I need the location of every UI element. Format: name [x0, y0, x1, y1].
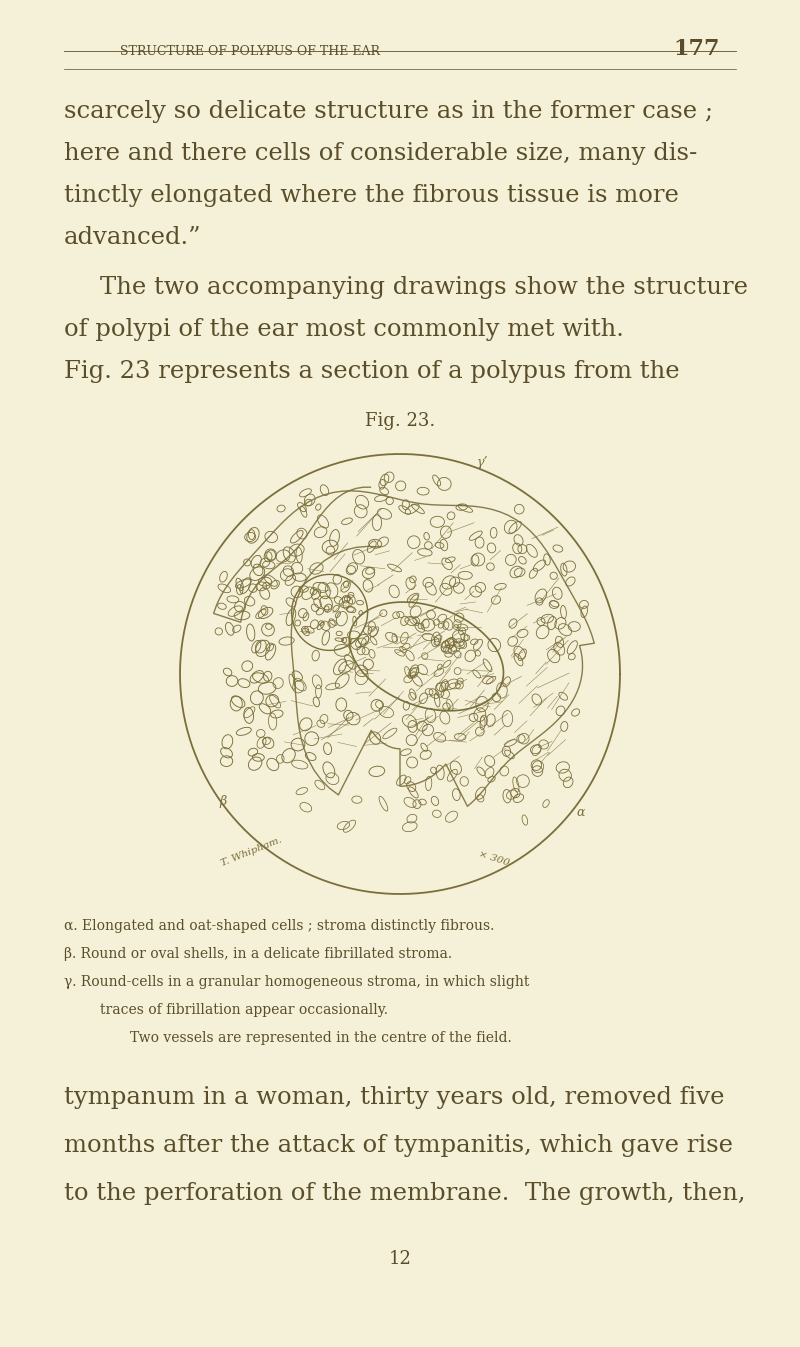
Text: Fig. 23 represents a section of a polypus from the: Fig. 23 represents a section of a polypu… [64, 360, 680, 383]
Text: α. Elongated and oat-shaped cells ; stroma distinctly fibrous.: α. Elongated and oat-shaped cells ; stro… [64, 919, 494, 933]
Text: scarcely so delicate structure as in the former case ;: scarcely so delicate structure as in the… [64, 100, 713, 123]
Text: 12: 12 [389, 1250, 411, 1268]
Text: to the perforation of the membrane.  The growth, then,: to the perforation of the membrane. The … [64, 1183, 746, 1206]
Text: advanced.”: advanced.” [64, 226, 202, 249]
Text: γ. Round-cells in a granular homogeneous stroma, in which slight: γ. Round-cells in a granular homogeneous… [64, 975, 530, 989]
Text: tympanum in a woman, thirty years old, removed five: tympanum in a woman, thirty years old, r… [64, 1086, 725, 1109]
Text: months after the attack of tympanitis, which gave rise: months after the attack of tympanitis, w… [64, 1134, 733, 1157]
Text: Fig. 23.: Fig. 23. [365, 412, 435, 430]
Text: α: α [576, 806, 585, 819]
Text: × 300: × 300 [477, 849, 510, 867]
Text: β. Round or oval shells, in a delicate fibrillated stroma.: β. Round or oval shells, in a delicate f… [64, 947, 452, 960]
Text: γ’: γ’ [477, 457, 489, 469]
Text: STRUCTURE OF POLYPUS OF THE EAR: STRUCTURE OF POLYPUS OF THE EAR [120, 44, 380, 58]
Text: T. Whipham.: T. Whipham. [219, 835, 283, 867]
Text: The two accompanying drawings show the structure: The two accompanying drawings show the s… [100, 276, 748, 299]
Text: β: β [219, 795, 227, 808]
Text: traces of fibrillation appear occasionally.: traces of fibrillation appear occasional… [100, 1004, 388, 1017]
Text: of polypi of the ear most commonly met with.: of polypi of the ear most commonly met w… [64, 318, 624, 341]
Text: Two vessels are represented in the centre of the field.: Two vessels are represented in the centr… [130, 1030, 512, 1045]
Text: 177: 177 [674, 38, 720, 61]
Text: here and there cells of considerable size, many dis-: here and there cells of considerable siz… [64, 141, 698, 164]
Text: tinctly elongated where the fibrous tissue is more: tinctly elongated where the fibrous tiss… [64, 185, 679, 207]
